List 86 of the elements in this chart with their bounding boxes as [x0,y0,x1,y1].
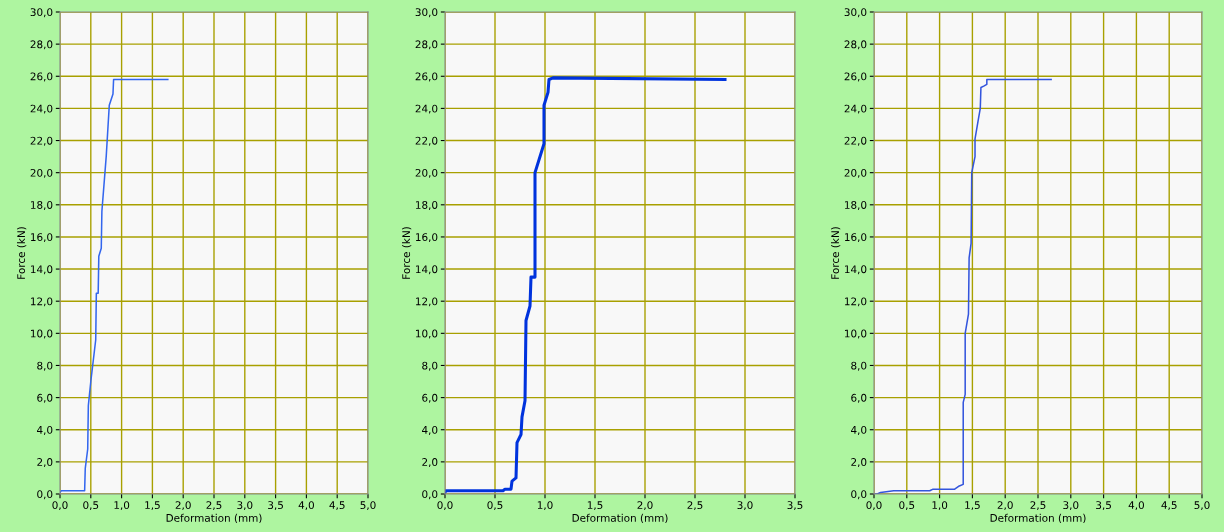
y-tick-label: 30,0 [30,8,53,18]
y-tick-label: 4,0 [851,425,867,435]
y-tick-label: 12,0 [31,297,53,307]
x-tick-label: 1,0 [114,501,130,511]
x-tick-label: 2,0 [637,501,653,511]
x-tick-label: 1,5 [587,501,603,511]
x-tick-label: 3,5 [268,501,283,511]
y-tick-label: 0,0 [422,490,438,500]
x-tick-label: 3,0 [737,501,753,511]
y-tick-label: 8,0 [851,361,867,371]
y-tick-label: 18,0 [416,201,438,210]
y-tick-label: 6,0 [37,393,53,403]
y-tick-label: 4,0 [422,425,438,435]
y-tick-label: 26,0 [30,72,53,82]
y-tick-label: 18,0 [31,201,53,210]
y-tick-label: 24,0 [30,104,53,114]
y-tick-label: 16,0 [416,233,438,243]
line-series [445,76,727,494]
y-tick-label: 28,0 [844,40,867,50]
x-tick-label: 3,0 [237,501,253,511]
x-tick-label: 0,5 [487,501,503,511]
y-tick-label: 2,0 [37,458,53,468]
y-tick-label: 30,0 [844,8,867,18]
y-tick-label: 16,0 [845,233,867,243]
y-tick-label: 24,0 [844,104,867,114]
x-tick-label: 4,0 [298,501,314,511]
x-tick-label: 4,5 [1161,501,1177,511]
x-tick-label: 4,5 [329,501,345,511]
x-tick-label: 0,5 [83,501,99,511]
y-tick-label: 6,0 [851,393,867,403]
x-tick-label: 3,5 [787,501,803,511]
y-tick-label: 8,0 [37,361,53,371]
y-tick-label: 4,0 [37,425,53,435]
y-tick-label: 0,0 [37,490,53,500]
y-tick-label: 26,0 [415,72,438,82]
x-tick-label: 5,0 [360,501,376,511]
y-tick-label: 22,0 [415,136,438,146]
x-tick-label: 1,0 [932,501,948,511]
x-axis-title: Deformation (mm) [990,513,1086,524]
y-tick-label: 2,0 [851,458,867,468]
y-tick-label: 22,0 [844,136,867,146]
y-tick-label: 14,0 [845,265,867,275]
y-tick-label: 24,0 [415,104,438,114]
x-tick-label: 1,5 [965,501,980,511]
x-tick-label: 2,5 [1030,501,1046,511]
y-axis-title: Force (kN) [402,227,412,279]
x-axis-title: Deformation (mm) [572,513,668,524]
y-axis-title: Force (kN) [831,227,841,279]
x-tick-label: 0,0 [866,501,882,511]
x-tick-label: 0,0 [437,501,453,511]
y-tick-label: 12,0 [845,297,867,307]
y-tick-label: 10,0 [845,329,867,339]
x-tick-label: 0,0 [52,501,68,511]
y-axis-title: Force (kN) [17,227,27,279]
x-tick-label: 1,0 [537,501,553,511]
line-series [60,78,169,494]
x-tick-label: 2,5 [206,501,222,511]
x-tick-label: 2,5 [687,501,703,511]
x-axis-title: Deformation (mm) [166,513,262,524]
y-tick-label: 16,0 [31,233,53,243]
x-tick-label: 1,5 [145,501,160,511]
x-tick-label: 3,5 [1096,501,1111,511]
y-tick-label: 22,0 [30,136,53,146]
x-tick-label: 2,0 [997,501,1013,511]
x-tick-label: 2,0 [175,501,191,511]
x-tick-label: 3,0 [1063,501,1079,511]
y-tick-label: 2,0 [422,458,438,468]
y-tick-label: 20,0 [844,168,867,178]
x-tick-label: 4,0 [1128,501,1144,511]
y-tick-label: 30,0 [415,8,438,18]
y-tick-label: 14,0 [31,265,53,275]
y-tick-label: 26,0 [844,72,867,82]
y-tick-label: 10,0 [31,329,53,339]
y-tick-label: 10,0 [416,329,438,339]
y-tick-label: 20,0 [30,168,53,178]
y-tick-label: 28,0 [415,40,438,50]
y-tick-label: 20,0 [415,168,438,178]
x-tick-label: 0,5 [899,501,915,511]
x-tick-label: 5,0 [1194,501,1210,511]
y-tick-label: 14,0 [416,265,438,275]
y-tick-label: 0,0 [851,490,867,500]
y-tick-label: 12,0 [416,297,438,307]
y-tick-label: 6,0 [422,393,438,403]
y-tick-label: 28,0 [30,40,53,50]
y-tick-label: 8,0 [422,361,438,371]
y-tick-label: 18,0 [845,201,867,210]
